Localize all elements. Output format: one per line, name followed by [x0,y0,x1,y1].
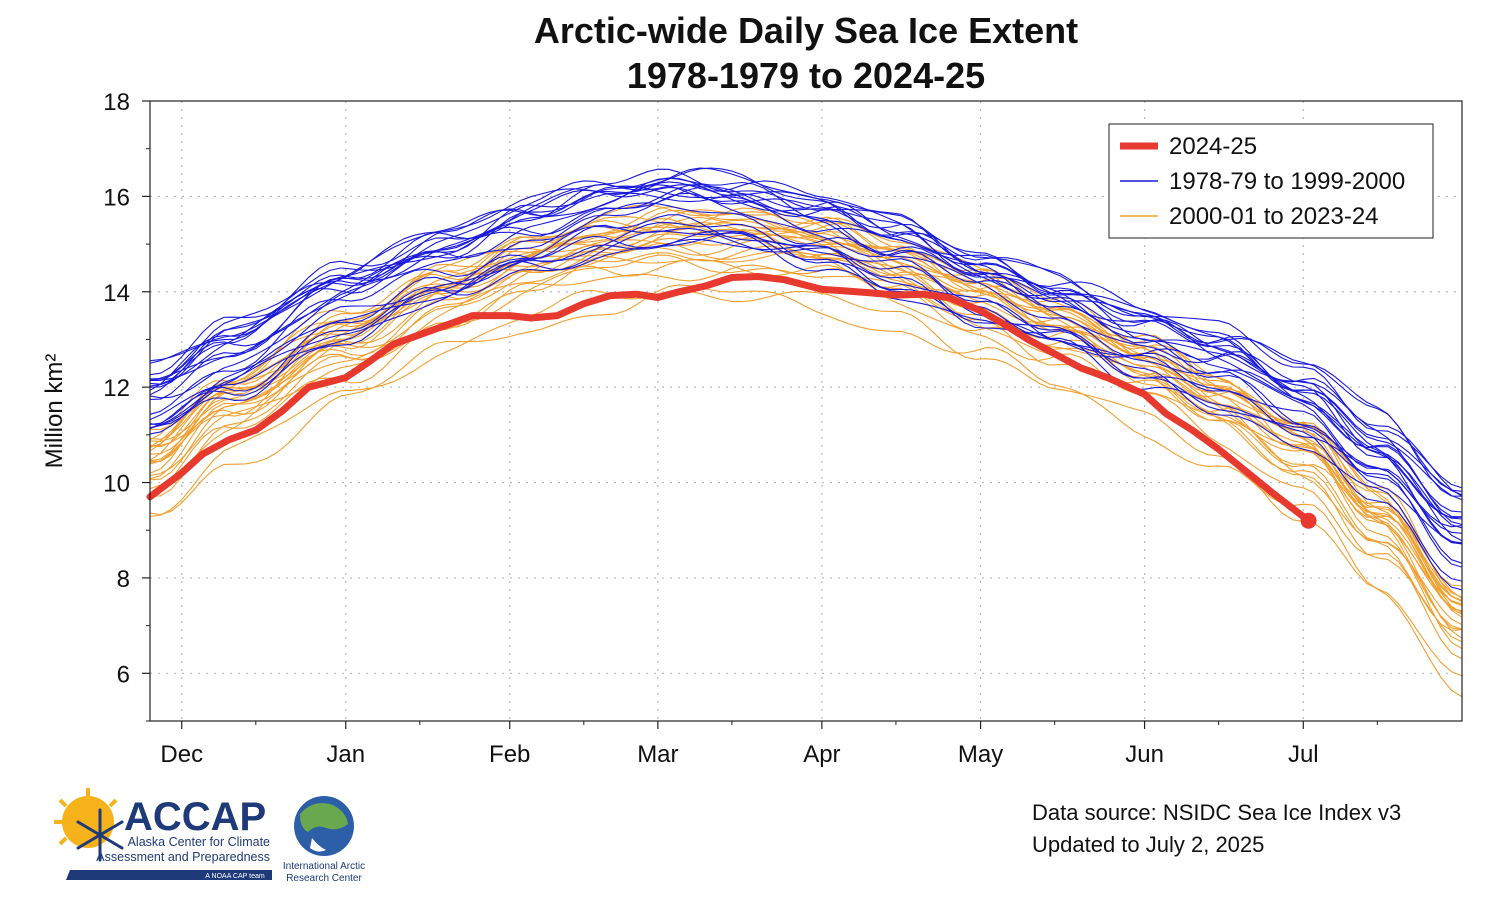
series-1978-1999-group [149,167,1463,591]
accap-subtitle-line-1: Alaska Center for Climate [128,835,270,849]
x-tick-label: Dec [160,741,203,768]
legend: 2024-25 1978-79 to 1999-2000 2000-01 to … [1108,123,1434,239]
series-2024-25-end-marker [1300,512,1317,529]
axis-ticks: 6 8 10 12 14 16 18 Dec Jan Feb Mar Apr May Jun Jul [103,89,1378,768]
x-tick-label: May [958,741,1003,768]
series-1978-1999-line [149,184,1463,529]
series-1978-1999-line [149,222,1463,564]
series-2000-2023-line [149,264,1463,660]
series-1978-1999-line [149,177,1463,501]
series-1978-1999-line [149,230,1463,591]
series-1978-1999-line [149,192,1463,526]
accap-tagline: A NOAA CAP team [205,873,265,880]
chart-title-line-2: 1978-1979 to 2024-25 [627,55,985,96]
iarc-name-line-1: International Arctic [283,861,365,872]
y-tick-label: 6 [117,661,130,688]
accap-logo: ACCAP Alaska Center for Climate Assessme… [54,788,272,880]
x-tick-label: Mar [637,741,678,768]
accap-banner [66,870,272,880]
series-1978-1999-line [149,202,1463,544]
series-2000-2023-line [149,204,1463,612]
plot-frame [149,100,1463,722]
updated-date-text: Updated to July 2, 2025 [1032,832,1264,857]
y-axis-label: Million km² [41,354,68,469]
iarc-name-line-2: Research Center [286,873,362,884]
series-2000-2023-line [149,284,1463,698]
y-tick-label: 14 [103,280,130,307]
series-1978-1999-line [149,186,1463,496]
series-2024-25-line [146,273,1313,525]
series-1978-1999-line [149,224,1463,528]
series-1978-1999-line [149,231,1463,568]
snowflake-icon [76,808,124,862]
legend-label-1978-1999: 1978-79 to 1999-2000 [1169,168,1405,195]
series-2000-2023-line [149,229,1463,607]
x-tick-label: Feb [489,741,530,768]
series-1978-1999-line [149,230,1463,582]
series-1978-1999-line [149,180,1463,497]
series-1978-1999-line [149,168,1463,489]
series-2000-2023-line [149,216,1463,605]
series-2000-2023-line [149,228,1463,631]
globe-icon [294,796,354,856]
chart-title-line-1: Arctic-wide Daily Sea Ice Extent [534,10,1078,51]
series-2000-2023-line [149,245,1463,639]
y-tick-label: 10 [103,471,130,498]
series-2000-2023-line [149,242,1463,626]
accap-name: ACCAP [124,795,266,839]
accap-subtitle-line-2: Assessment and Preparedness [96,850,270,864]
series-2000-2023-line [149,216,1463,601]
y-tick-label: 8 [117,566,130,593]
x-tick-label: Jul [1288,741,1319,768]
series-2024-25-group [146,273,1317,529]
x-tick-label: Jan [326,741,365,768]
series-2000-2023-line [149,206,1463,615]
x-tick-label: Jun [1125,741,1164,768]
legend-label-2000-2023: 2000-01 to 2023-24 [1169,203,1379,230]
series-2000-2023-line [149,216,1463,587]
iarc-logo: International Arctic Research Center [283,796,365,884]
legend-label-2024-25: 2024-25 [1169,133,1257,160]
y-tick-label: 16 [103,184,130,211]
x-tick-label: Apr [803,741,840,768]
data-source-text: Data source: NSIDC Sea Ice Index v3 [1032,800,1401,825]
y-tick-label: 12 [103,375,130,402]
series-1978-1999-line [149,192,1463,520]
series-1978-1999-line [149,177,1463,542]
y-tick-label: 18 [103,89,130,116]
legend-box [1108,123,1434,239]
